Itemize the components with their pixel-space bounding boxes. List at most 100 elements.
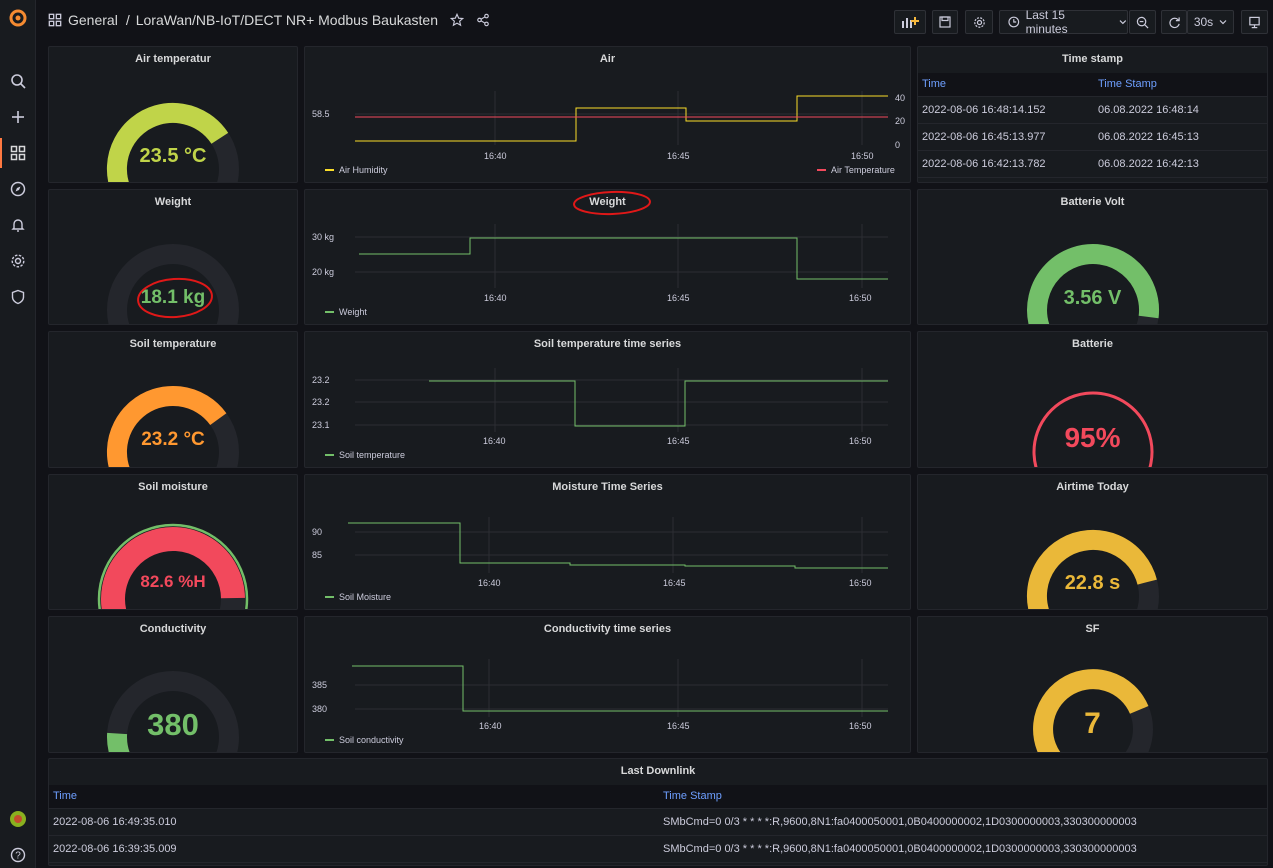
panel-weight-timeseries: Weight 30 kg 20 kg 16:40 16:45 16:50 Wei… <box>304 189 911 325</box>
table-cell: 2022-08-06 16:49:35.010 <box>49 808 659 836</box>
legend-label: Weight <box>339 307 367 317</box>
gauge-sf <box>1033 669 1153 752</box>
breadcrumb-folder[interactable]: General <box>68 12 118 28</box>
legend-item[interactable]: Soil conductivity <box>325 735 404 745</box>
monitor-icon <box>1249 16 1260 28</box>
y-axis-tick: 23.2 <box>312 397 330 407</box>
dashboards-icon[interactable] <box>8 143 28 163</box>
red-annotation-circle <box>137 277 213 319</box>
y-axis-tick: 23.2 <box>312 375 330 385</box>
panel-moisture-timeseries: Moisture Time Series 90 85 16:40 16:45 1… <box>304 474 911 610</box>
panel-title: Conductivity time series <box>543 623 672 635</box>
x-axis-tick: 16:40 <box>484 151 507 161</box>
svg-text:?: ? <box>15 851 21 862</box>
explore-icon[interactable] <box>8 179 28 199</box>
user-avatar-icon[interactable] <box>8 809 28 829</box>
panel-title: Soil moisture <box>138 481 208 493</box>
table-cell: 2022-08-06 16:48:14.152 <box>918 96 1094 124</box>
panel-title: Time stamp <box>1062 53 1123 65</box>
tv-mode-button[interactable] <box>1241 10 1268 34</box>
panel-soil-temperature: Soil temperature 23.2 °C <box>48 331 298 468</box>
gauge-value: 3.56 V <box>1063 287 1122 309</box>
x-axis-tick: 16:40 <box>483 436 506 446</box>
air-chart <box>355 91 888 145</box>
panel-title: Air temperatur <box>135 53 211 65</box>
y-axis-tick: 385 <box>312 680 328 690</box>
active-indicator <box>0 138 2 168</box>
legend-item[interactable]: Weight <box>325 307 367 317</box>
gauge-value: 18.1 kg <box>140 287 206 308</box>
refresh-button[interactable] <box>1161 10 1187 34</box>
table-cell: 2022-08-06 16:39:35.009 <box>49 835 659 863</box>
shield-icon[interactable] <box>8 287 28 307</box>
legend-item[interactable]: Soil Moisture <box>325 592 391 602</box>
time-range-picker[interactable]: Last 15 minutes <box>999 8 1128 36</box>
red-annotation-circle <box>573 190 651 216</box>
column-header-time[interactable]: Time <box>918 73 1094 97</box>
panel-conductivity-timeseries: Conductivity time series 385 380 16:40 1… <box>304 616 911 753</box>
bell-icon[interactable] <box>8 215 28 235</box>
gauge-value: 23.5 °C <box>139 145 207 167</box>
gauge-value: 95% <box>1064 422 1121 453</box>
column-header-timestamp[interactable]: Time Stamp <box>659 785 1267 809</box>
panel-last-downlink: Last Downlink Time Time Stamp 2022-08-06… <box>48 758 1268 866</box>
y-axis-tick: 90 <box>312 527 323 537</box>
grafana-logo-icon[interactable] <box>8 8 28 28</box>
star-icon[interactable] <box>450 13 464 27</box>
gear-icon[interactable] <box>8 251 28 271</box>
panel-soil-moisture: Soil moisture 82.6 %H <box>48 474 298 610</box>
gauge-batterie <box>1032 391 1154 467</box>
table-cell: SMbCmd=0 0/3 * * * *:R,9600,8N1:fa040005… <box>659 808 1267 836</box>
search-icon[interactable] <box>8 71 28 91</box>
panel-title: Weight <box>589 196 626 208</box>
panel-airtime-today: Airtime Today 22.8 s <box>917 474 1268 610</box>
refresh-interval-picker[interactable]: 30s <box>1187 10 1234 34</box>
add-panel-icon <box>902 17 919 28</box>
panel-batterie: Batterie 95% <box>917 331 1268 468</box>
table-row: 2022-08-06 16:48:14.152 06.08.2022 16:48… <box>918 96 1267 124</box>
legend-label: Air Temperature <box>831 165 895 175</box>
y-axis-tick: 380 <box>312 704 328 714</box>
save-button[interactable] <box>932 10 958 34</box>
x-axis-tick: 16:45 <box>667 293 690 303</box>
dashboard-title[interactable]: LoraWan/NB-IoT/DECT NR+ Modbus Baukasten <box>135 12 438 28</box>
x-axis-tick: 16:50 <box>849 721 872 731</box>
table-cell: 06.08.2022 16:45:13 <box>1094 123 1267 151</box>
legend-swatch <box>325 454 334 456</box>
gauge-value: 22.8 s <box>1064 572 1121 594</box>
help-icon[interactable]: ? <box>8 845 28 865</box>
zoom-out-button[interactable] <box>1129 10 1156 34</box>
zoom-out-icon <box>1136 16 1149 28</box>
x-axis-tick: 16:50 <box>849 293 872 303</box>
legend-swatch <box>325 169 334 171</box>
gauge-value: 82.6 %H <box>140 572 206 591</box>
legend-item[interactable]: Soil temperature <box>325 450 405 460</box>
y-axis-tick: 30 kg <box>312 232 335 242</box>
legend-item[interactable]: Air Temperature <box>817 165 895 175</box>
panel-title: SF <box>1085 623 1100 635</box>
x-axis-tick: 16:40 <box>484 293 507 303</box>
legend-label: Soil Moisture <box>339 592 392 602</box>
soil-temp-chart <box>355 368 888 432</box>
legend-label: Soil temperature <box>339 450 406 460</box>
plus-icon[interactable] <box>8 107 28 127</box>
legend-item[interactable]: Air Humidity <box>325 165 388 175</box>
panel-conductivity: Conductivity 380 <box>48 616 298 753</box>
gauge-track <box>107 244 239 324</box>
share-icon[interactable] <box>476 13 490 27</box>
panel-sf: SF 7 <box>917 616 1268 753</box>
column-header-time[interactable]: Time <box>49 785 659 809</box>
column-header-timestamp[interactable]: Time Stamp <box>1094 73 1267 97</box>
add-panel-button[interactable] <box>894 10 926 34</box>
refresh-interval-label: 30s <box>1193 15 1214 29</box>
table-row: 2022-08-06 16:39:35.009 SMbCmd=0 0/3 * *… <box>49 835 1267 863</box>
panel-title: Conductivity <box>139 623 207 635</box>
panel-air-temperature: Air temperatur 23.5 °C <box>48 46 298 183</box>
x-axis-tick: 16:45 <box>663 578 686 588</box>
y-axis-tick-right: 0 <box>895 140 901 150</box>
gauge-value: 380 <box>147 707 199 742</box>
gauge-threshold <box>97 523 249 609</box>
settings-button[interactable] <box>965 10 993 34</box>
clock-icon <box>1008 16 1020 28</box>
breadcrumb: General / LoraWan/NB-IoT/DECT NR+ Modbus… <box>48 12 490 28</box>
